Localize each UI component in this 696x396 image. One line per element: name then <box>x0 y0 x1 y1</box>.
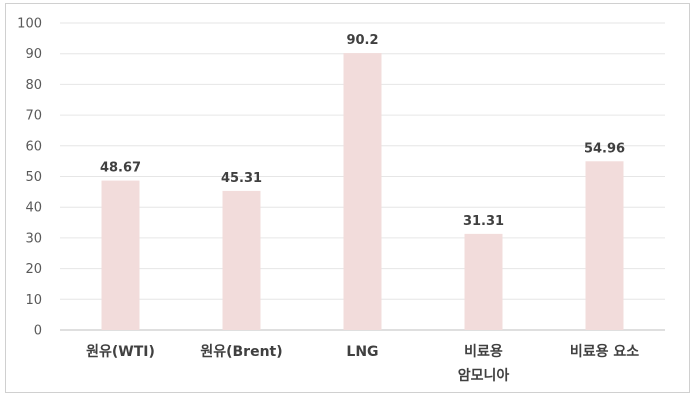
bar <box>343 53 382 330</box>
y-tick-label: 0 <box>34 324 42 339</box>
bar <box>585 161 624 330</box>
data-label: 90.2 <box>346 33 378 48</box>
y-tick-label: 50 <box>25 170 42 185</box>
data-label: 54.96 <box>584 141 625 156</box>
bar <box>222 190 261 330</box>
y-tick-label: 30 <box>25 231 42 246</box>
y-tick-label: 80 <box>25 78 42 93</box>
x-category-label: 원유(Brent) <box>200 344 282 360</box>
y-tick-label: 20 <box>25 262 42 277</box>
y-tick-label: 40 <box>25 201 42 216</box>
y-tick-label: 70 <box>25 109 42 124</box>
bar <box>464 233 503 330</box>
x-category-label: 비료용 암모니아 <box>458 344 510 384</box>
bar <box>101 180 140 330</box>
data-label: 48.67 <box>100 161 141 176</box>
y-tick-label: 90 <box>25 47 42 62</box>
x-category-label: LNG <box>346 344 378 360</box>
y-tick-label: 10 <box>25 293 42 308</box>
data-label: 31.31 <box>463 214 504 229</box>
y-tick-label: 100 <box>17 17 42 32</box>
x-category-label: 원유(WTI) <box>86 344 155 360</box>
y-tick-label: 60 <box>25 139 42 154</box>
x-category-label: 비료용 요소 <box>570 344 639 360</box>
data-label: 45.31 <box>221 171 262 186</box>
